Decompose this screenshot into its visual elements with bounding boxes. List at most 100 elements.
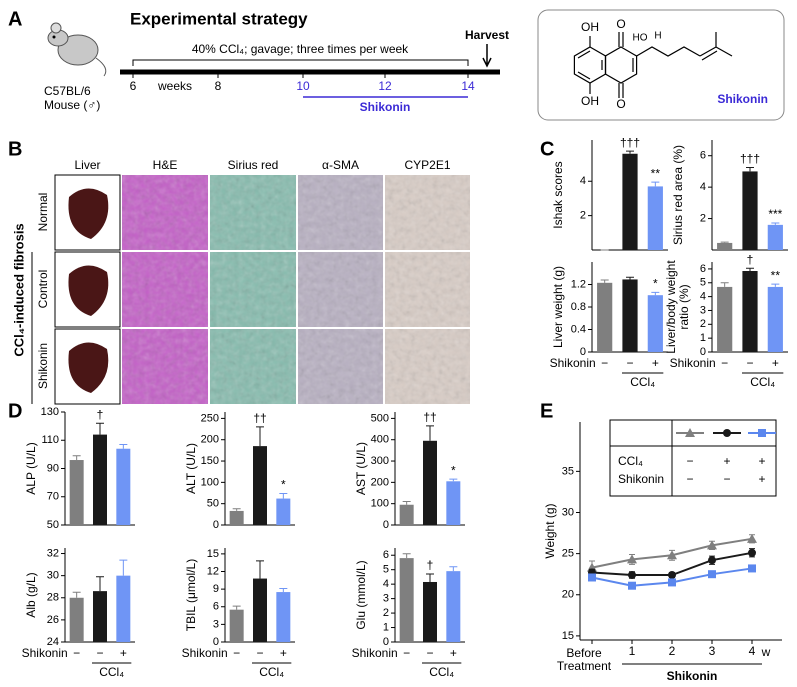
y-axis-label: Alb (g/L) <box>23 572 38 618</box>
error-bar <box>600 279 609 283</box>
y-tick-label: 3 <box>213 618 219 630</box>
marker <box>748 548 756 557</box>
error-bar <box>119 559 128 576</box>
error-bar <box>72 455 81 461</box>
y-tick-label: 1.2 <box>571 278 586 290</box>
legend-sign: + <box>723 454 730 468</box>
error-bar <box>720 282 729 287</box>
group-axis-sign: − <box>73 646 80 660</box>
y-tick-label: 150 <box>201 455 219 467</box>
annotation: † <box>97 407 104 421</box>
y-axis-label: ALT (U/L) <box>183 443 198 494</box>
bar <box>423 440 437 525</box>
x-tick-label: 1 <box>629 644 636 658</box>
mouse-icon <box>47 22 107 77</box>
group-axis-sign: − <box>256 646 263 660</box>
y-tick-label: 200 <box>371 476 389 488</box>
error-bar <box>720 241 729 243</box>
bar <box>276 592 291 642</box>
legend-sign: + <box>758 472 765 486</box>
bar <box>622 153 638 250</box>
y-tick-label: 20 <box>562 589 574 601</box>
x-tick-label: 3 <box>709 644 716 658</box>
atom: HO <box>633 33 648 44</box>
y-tick-label: 35 <box>562 465 574 477</box>
y-axis-label: ALP (U/L) <box>23 442 38 495</box>
marker <box>708 556 716 565</box>
marker <box>627 554 637 564</box>
y-tick-label: 4 <box>580 175 586 187</box>
atom: OH <box>581 94 599 108</box>
error-bar <box>279 492 288 499</box>
annotation: * <box>653 277 658 291</box>
y-tick-label: 32 <box>47 547 59 559</box>
y-tick-label: 200 <box>201 434 219 446</box>
group-axis-sign: + <box>120 646 127 660</box>
bar <box>767 286 783 352</box>
title: Experimental strategy <box>130 9 308 28</box>
y-tick-label: 2 <box>383 607 389 619</box>
marker <box>667 550 677 560</box>
annotation: ††† <box>620 135 640 149</box>
error-bar <box>426 425 434 441</box>
x-tick-label: 2 <box>669 644 676 658</box>
column-header: H&E <box>153 158 178 172</box>
compound-box <box>537 9 785 121</box>
y-tick-label: 30 <box>47 570 59 582</box>
bar <box>717 286 733 352</box>
y-tick-label: 0.8 <box>571 301 586 313</box>
y-tick-label: 90 <box>47 462 59 474</box>
marker <box>668 578 676 587</box>
row-label: Control <box>36 270 50 309</box>
legend-sign: − <box>723 472 730 486</box>
error-bar <box>426 573 434 582</box>
y-tick-label: 6 <box>383 549 389 561</box>
y-tick-label: 4 <box>700 291 706 303</box>
group-axis-sign: + <box>772 356 779 370</box>
y-tick-label: 4 <box>383 578 389 590</box>
texture <box>385 175 470 250</box>
bar <box>423 581 437 642</box>
bar <box>399 558 414 642</box>
y-axis-label: Liver weight (g) <box>550 265 565 349</box>
row-label: Shikonin <box>36 343 50 389</box>
y-tick-label: 5 <box>700 277 706 289</box>
y-tick-label: 70 <box>47 491 59 503</box>
bar <box>276 498 291 525</box>
annotation: * <box>281 478 286 492</box>
error-bar <box>96 422 104 435</box>
annotation: †† <box>253 411 266 425</box>
annotation: * <box>451 463 456 477</box>
atom: OH <box>581 20 599 34</box>
y-tick-label: 3 <box>383 593 389 605</box>
y-axis-label: Sirius red area (%) <box>670 144 685 246</box>
annotation: †† <box>423 410 436 424</box>
y-axis-label-box: ALP (U/L) <box>23 442 38 495</box>
y-axis-label-box: Ishak scores <box>551 161 565 228</box>
legend-sign: − <box>686 454 693 468</box>
annotation: † <box>747 252 754 266</box>
error-bar <box>449 566 458 572</box>
column-header: α-SMA <box>322 158 359 172</box>
compound-name: Shikonin <box>717 92 768 106</box>
marker <box>588 573 596 582</box>
annotation: ** <box>651 166 661 180</box>
timeline-ticks: 6 8 10 12 14 <box>130 72 475 93</box>
structure <box>573 32 733 98</box>
group-axis-sign: − <box>721 356 728 370</box>
texture <box>210 329 296 404</box>
y-tick-label: 50 <box>47 519 59 531</box>
y-axis-label-box: Liver/body weight ratio (%) <box>664 260 691 353</box>
group-axis-sign: − <box>426 646 433 660</box>
timeline-tick-label: 8 <box>215 79 222 93</box>
error-bar <box>746 167 754 172</box>
texture <box>122 329 208 404</box>
atom: O <box>616 97 625 111</box>
texture <box>210 252 296 327</box>
bar <box>229 510 244 525</box>
y-tick-label: 9 <box>213 583 219 595</box>
bar <box>253 446 267 525</box>
group-axis-sign: + <box>652 356 659 370</box>
timeline-unit: weeks <box>157 79 192 93</box>
texture <box>210 175 296 250</box>
